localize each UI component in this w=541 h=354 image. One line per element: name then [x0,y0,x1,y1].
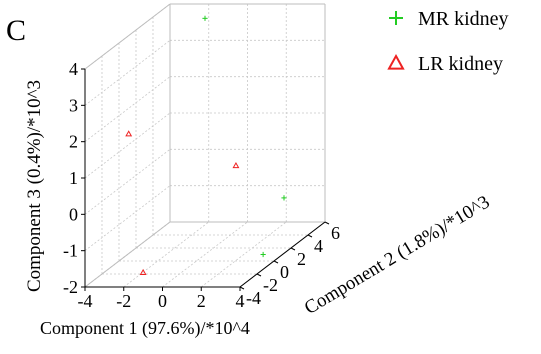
z-tick-label: 3 [69,95,78,115]
grid-line [84,40,171,106]
legend-item-lr-kidney: LR kidney [387,53,503,75]
grid-line [162,221,248,288]
axes-frame [81,3,330,291]
z-axis-label: Component 3 (0.4%)/*10^3 [24,80,45,292]
grid-line [84,76,171,142]
y-tick-label: 6 [331,223,340,243]
y-tick-label: 4 [314,236,323,256]
data-point-lr-kidney [125,130,133,137]
y-tick-mark [307,234,313,238]
y-axis-line [239,221,326,288]
legend-marker-plus [389,11,403,25]
legend-label-lr-kidney: LR kidney [418,53,503,75]
frame-edge [84,3,171,70]
y-axis-label: Component 2 (1.8%)/*10^3 [301,192,494,319]
grid-line [84,185,171,251]
z-tick-label: 4 [69,59,78,79]
data-point-lr-kidney [139,268,147,276]
x-tick-label: 0 [158,291,167,311]
data-point-mr-kidney [260,251,266,258]
y-tick-label: -4 [246,288,261,308]
z-tick-label: 1 [69,168,78,188]
y-tick-label: 0 [280,262,289,282]
legend-item-mr-kidney: MR kidney [389,8,509,30]
grid-line [84,149,171,215]
z-tick-label: -2 [63,277,78,297]
y-tick-mark [324,221,330,225]
legend-triangle-icon [387,53,405,70]
y-tick-mark [239,286,245,290]
y-tick-mark [256,273,262,277]
legend-plus-icon [389,11,403,25]
panel-label: C [6,14,26,47]
x-tick-label: -4 [78,291,93,311]
frame-edge [84,221,171,288]
y-tick-label: -2 [263,275,278,295]
legend-label-mr-kidney: MR kidney [418,8,509,30]
y-tick-label: 2 [297,249,306,269]
x-tick-label: 4 [236,291,245,311]
data-point-mr-kidney [281,195,287,201]
x-tick-label: -2 [116,291,131,311]
x-axis-label: Component 1 (97.6%)/*10^4 [40,318,250,339]
z-tick-label: 0 [69,204,78,224]
data-points [125,15,287,276]
y-tick-mark [290,247,296,251]
x-tick-label: 2 [197,291,206,311]
grid-line [84,112,171,179]
legend-marker-triangle [387,53,405,70]
grid-layer [84,3,326,288]
data-point-lr-kidney [232,161,240,169]
legend: MR kidney LR kidney [387,8,509,75]
data-point-mr-kidney [202,15,208,21]
y-tick-mark [273,260,279,264]
z-tick-label: -1 [63,241,78,261]
grid-line [123,221,209,288]
grid-line [201,221,287,288]
z-tick-label: 2 [69,132,78,152]
